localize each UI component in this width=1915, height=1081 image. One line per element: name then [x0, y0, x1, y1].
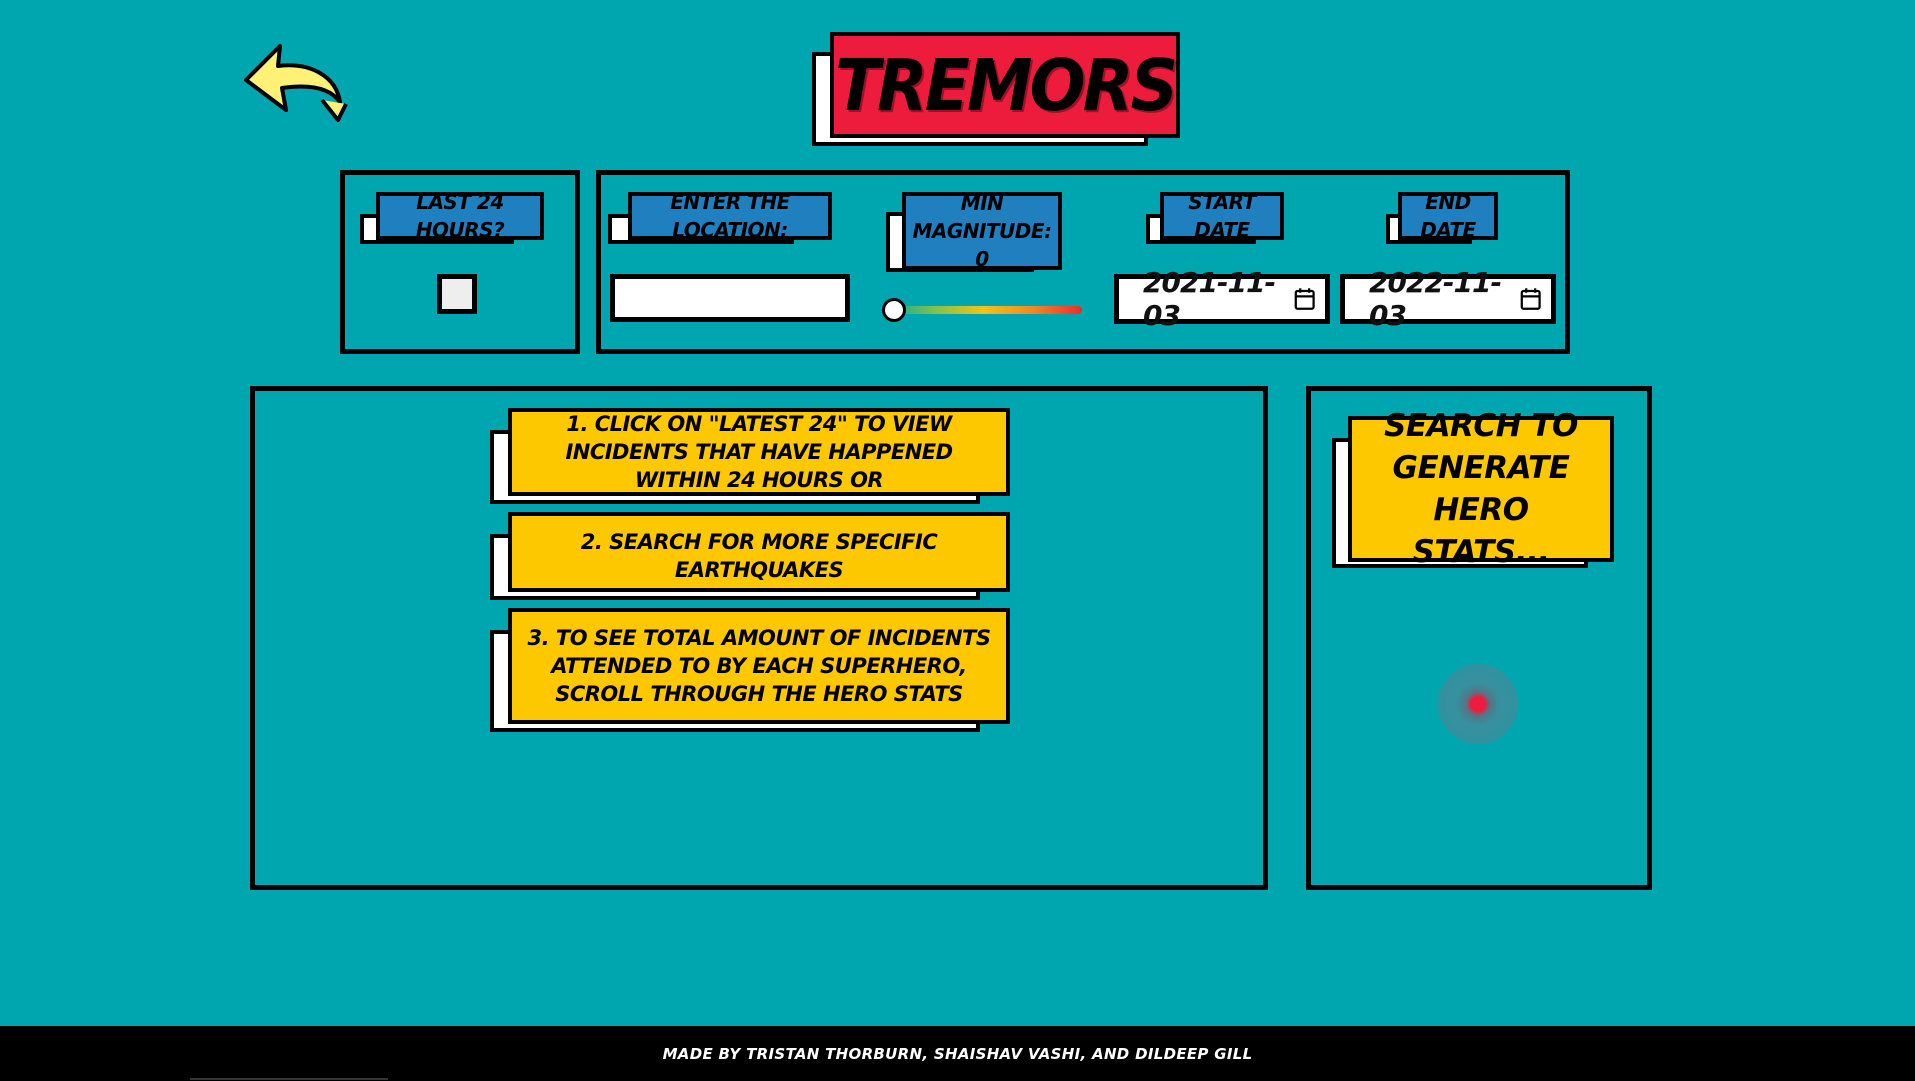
end-date-label: END DATE — [1386, 190, 1498, 252]
start-date-input[interactable]: 2021-11-03 — [1114, 266, 1330, 332]
footer-credits: MADE BY TRISTAN THORBURN, SHAISHAV VASHI… — [662, 1044, 1253, 1063]
instruction-card-1: 1. CLICK ON "LATEST 24" TO VIEW INCIDENT… — [490, 408, 1010, 506]
hero-stats-card: SEARCH TO GENERATE HERO STATS... — [1332, 408, 1614, 574]
last24-checkbox[interactable] — [437, 274, 477, 314]
location-input[interactable] — [610, 274, 850, 322]
back-arrow-button[interactable] — [240, 40, 350, 126]
magnitude-label: MIN MAGNITUDE: 0 — [886, 191, 1062, 280]
calendar-icon[interactable] — [1294, 286, 1315, 312]
instruction-card-3: 3. TO SEE TOTAL AMOUNT OF INCIDENTS ATTE… — [490, 608, 1010, 734]
results-panel — [250, 386, 1268, 890]
page-title: TREMORS — [812, 32, 1182, 148]
end-date-input[interactable]: 2022-11-03 — [1340, 266, 1556, 332]
magnitude-label-line1: MIN — [960, 191, 1004, 215]
location-label: ENTER THE LOCATION: — [608, 190, 832, 252]
search-panel — [596, 170, 1570, 354]
title-text: TREMORS — [834, 43, 1178, 127]
magnitude-slider-track[interactable] — [884, 306, 1082, 314]
back-arrow-icon — [244, 44, 348, 122]
magnitude-label-line2: MAGNITUDE: 0 — [912, 219, 1052, 271]
last24-label: LAST 24 HOURS? — [360, 190, 544, 252]
last24-panel — [340, 170, 580, 354]
instruction-card-2: 2. SEARCH FOR MORE SPECIFIC EARTHQUAKES — [490, 512, 1010, 602]
end-date-value: 2022-11-03 — [1369, 266, 1502, 332]
footer: MADE BY TRISTAN THORBURN, SHAISHAV VASHI… — [0, 1026, 1915, 1081]
radar-pulse-indicator — [1438, 664, 1518, 744]
title-banner: TREMORS — [830, 32, 1180, 138]
calendar-icon[interactable] — [1520, 286, 1541, 312]
footer-divider — [190, 1078, 388, 1080]
magnitude-slider-thumb[interactable] — [882, 298, 906, 322]
hero-stats-panel — [1306, 386, 1652, 890]
start-date-label: START DATE — [1146, 190, 1284, 252]
start-date-value: 2021-11-03 — [1143, 266, 1276, 332]
